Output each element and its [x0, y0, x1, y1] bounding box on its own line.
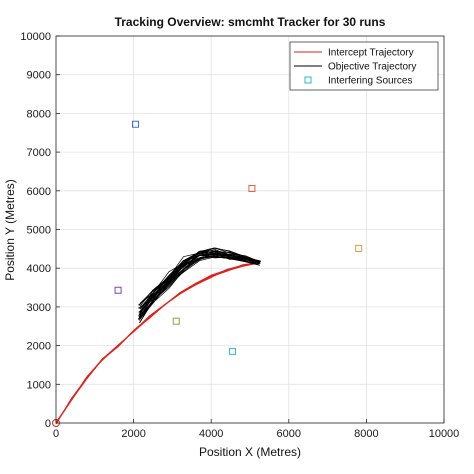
y-tick-label: 3000 [27, 302, 51, 314]
x-tick-label: 4000 [199, 428, 223, 440]
objective-trajectory-line [139, 254, 260, 315]
legend: Intercept Trajectory Objective Trajectory… [289, 41, 439, 91]
y-tick-label: 2000 [27, 341, 51, 353]
interfering-source-marker [229, 347, 237, 355]
legend-label: Objective Trajectory [328, 62, 416, 73]
y-axis-label: Position Y (Metres) [3, 179, 17, 281]
y-tick-label: 10000 [20, 31, 51, 43]
objective-trajectory-line [139, 251, 259, 310]
plot-area [52, 120, 363, 427]
y-tick-label: 6000 [27, 186, 51, 198]
x-axis-ticks: 0 2000 4000 6000 8000 10000 [53, 419, 459, 440]
interfering-source-marker [248, 184, 256, 192]
y-tick-label: 9000 [27, 70, 51, 82]
interfering-source-marker [355, 244, 363, 252]
y-axis-ticks: 0 1000 2000 3000 4000 5000 6000 7000 8000 9000 100… [20, 31, 60, 430]
x-tick-label: 2000 [121, 428, 145, 440]
interfering-source-marker [172, 317, 180, 325]
y-tick-label: 7000 [27, 147, 51, 159]
x-axis-label: Position X (Metres) [199, 445, 301, 459]
y-tick-label: 8000 [27, 108, 51, 120]
objective-trajectory-line [138, 254, 259, 320]
interfering-source-marker [132, 120, 140, 128]
x-tick-label: 8000 [354, 428, 378, 440]
intercept-trajectory-line [55, 262, 258, 424]
x-tick-label: 0 [53, 428, 59, 440]
legend-label: Interfering Sources [328, 76, 413, 87]
legend-label: Intercept Trajectory [328, 48, 414, 59]
interfering-source-marker [114, 286, 122, 294]
objective-trajectory-line [140, 253, 261, 309]
x-tick-label: 10000 [429, 428, 460, 440]
y-tick-label: 1000 [27, 379, 51, 391]
y-tick-label: 0 [45, 418, 51, 430]
y-tick-label: 5000 [27, 225, 51, 237]
x-tick-label: 6000 [277, 428, 301, 440]
objective-trajectory-line [138, 252, 261, 320]
objective-trajectory-line [139, 254, 261, 313]
legend-square-swatch [304, 76, 312, 84]
grid-lines [55, 35, 445, 424]
chart-title: Tracking Overview: smcmht Tracker for 30… [115, 15, 386, 29]
objective-trajectory-line [138, 255, 259, 318]
y-tick-label: 4000 [27, 263, 51, 275]
